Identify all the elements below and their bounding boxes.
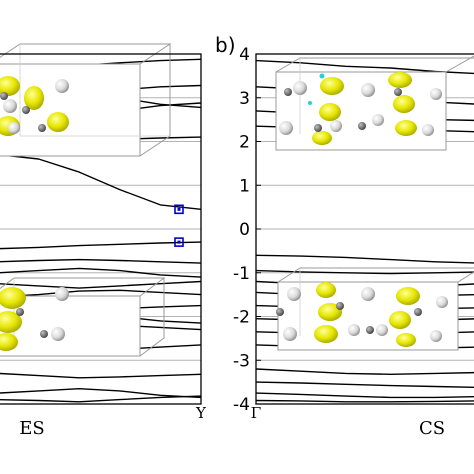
ytick-label: -2 bbox=[233, 308, 250, 328]
ytick-label: -3 bbox=[233, 351, 250, 371]
orbital-lobe bbox=[47, 112, 69, 132]
orbital-lobe bbox=[319, 103, 341, 121]
orbital-lobe bbox=[24, 86, 44, 110]
atom-gray bbox=[394, 88, 402, 96]
orbital-lobe bbox=[314, 325, 338, 343]
atom-white bbox=[361, 83, 375, 97]
atom-gray bbox=[40, 330, 48, 338]
band-line-11 bbox=[0, 289, 201, 298]
orbital-lobe bbox=[0, 311, 22, 333]
ytick-label: -1 bbox=[233, 264, 250, 284]
orbital-lobe bbox=[0, 287, 26, 309]
ytick-label: 3 bbox=[239, 89, 250, 109]
orbital-lobe bbox=[388, 72, 412, 88]
atom-gray bbox=[16, 308, 24, 316]
band-edge-marker-dot bbox=[177, 240, 181, 244]
band-line-5 bbox=[256, 254, 474, 264]
orbital-lobe bbox=[320, 77, 344, 95]
atom-white bbox=[348, 324, 360, 336]
atom-white bbox=[330, 120, 342, 132]
band-line-16 bbox=[0, 372, 201, 379]
atom-white bbox=[279, 121, 293, 135]
band-line-16 bbox=[256, 399, 474, 403]
band-line-15 bbox=[256, 392, 474, 399]
atom-white bbox=[430, 88, 442, 100]
panel-a-kpath-labels: Y bbox=[195, 404, 207, 422]
panel-a: Y ES bbox=[0, 43, 207, 439]
atom-white bbox=[283, 327, 297, 341]
orbital-lobe bbox=[389, 311, 411, 329]
panel-b-yaxis-ticks: 4 3 2 1 0 -1 -2 -3 -4 bbox=[233, 45, 261, 415]
band-line-13 bbox=[256, 368, 474, 375]
atom-white bbox=[436, 296, 448, 308]
orbital-lobe bbox=[0, 333, 18, 351]
kpoint-label: Γ bbox=[251, 404, 261, 422]
atom-white bbox=[3, 99, 17, 113]
panel-b: b) bbox=[215, 33, 474, 439]
atom-gray bbox=[284, 88, 292, 96]
band-edge-marker-dot bbox=[177, 207, 181, 211]
orbital-lobe bbox=[316, 282, 336, 298]
atom-gray bbox=[38, 124, 46, 132]
atom-white bbox=[55, 287, 69, 301]
band-line-6 bbox=[0, 154, 201, 210]
atom-white bbox=[51, 327, 65, 341]
band-line-9 bbox=[0, 267, 201, 278]
atom-white bbox=[422, 124, 434, 136]
band-line-14 bbox=[256, 381, 474, 388]
panel-a-markers bbox=[174, 204, 184, 247]
orbital-lobe bbox=[312, 131, 332, 145]
band-edge-marker bbox=[174, 237, 184, 247]
inset-upper-b bbox=[275, 55, 474, 151]
atom-gray bbox=[0, 92, 8, 100]
panel-a-name: ES bbox=[19, 418, 44, 439]
atom-gray bbox=[314, 124, 322, 132]
panel-a-frame bbox=[0, 53, 202, 405]
ytick-label: 1 bbox=[239, 176, 250, 196]
inset-lower-b bbox=[276, 267, 474, 351]
band-line-8 bbox=[0, 258, 201, 264]
orbital-lobe bbox=[395, 120, 417, 136]
atom-gray bbox=[358, 122, 366, 130]
inset-upper-a bbox=[0, 43, 172, 157]
atom-white bbox=[430, 330, 442, 342]
band-line-10 bbox=[0, 280, 201, 289]
band-line-7 bbox=[0, 241, 201, 250]
band-line-17 bbox=[0, 388, 201, 399]
atom-gray bbox=[414, 308, 422, 316]
atom-gray bbox=[276, 308, 284, 316]
ytick-label: -4 bbox=[233, 395, 250, 415]
kpoint-label: Y bbox=[195, 404, 207, 422]
panel-b-name: CS bbox=[419, 418, 445, 439]
orbital-lobe bbox=[396, 333, 416, 347]
atom-gray bbox=[366, 326, 374, 334]
band-edge-marker bbox=[174, 204, 184, 215]
inset-lower-a bbox=[0, 277, 166, 357]
band-line-18 bbox=[0, 395, 201, 403]
panel-b-label: b) bbox=[215, 33, 236, 57]
panel-b-kpath-labels: Γ bbox=[251, 404, 261, 422]
orbital-lobe bbox=[0, 76, 20, 96]
atom-white bbox=[55, 79, 69, 93]
orbital-lobe bbox=[393, 95, 415, 113]
atom-white bbox=[372, 114, 384, 126]
orbital-lobe bbox=[396, 287, 420, 305]
atom-cyan bbox=[308, 101, 312, 105]
atom-white bbox=[8, 122, 20, 134]
atom-white bbox=[361, 287, 375, 301]
ytick-label: 2 bbox=[239, 133, 250, 153]
atom-cyan bbox=[319, 73, 325, 79]
atom-gray bbox=[336, 302, 344, 310]
atom-gray bbox=[22, 106, 30, 114]
atom-white bbox=[287, 287, 301, 301]
atom-white bbox=[293, 81, 307, 95]
atom-white bbox=[376, 324, 388, 336]
ytick-label: 4 bbox=[239, 45, 250, 65]
ytick-label: 0 bbox=[239, 220, 250, 240]
orbital-lobe bbox=[318, 303, 342, 321]
